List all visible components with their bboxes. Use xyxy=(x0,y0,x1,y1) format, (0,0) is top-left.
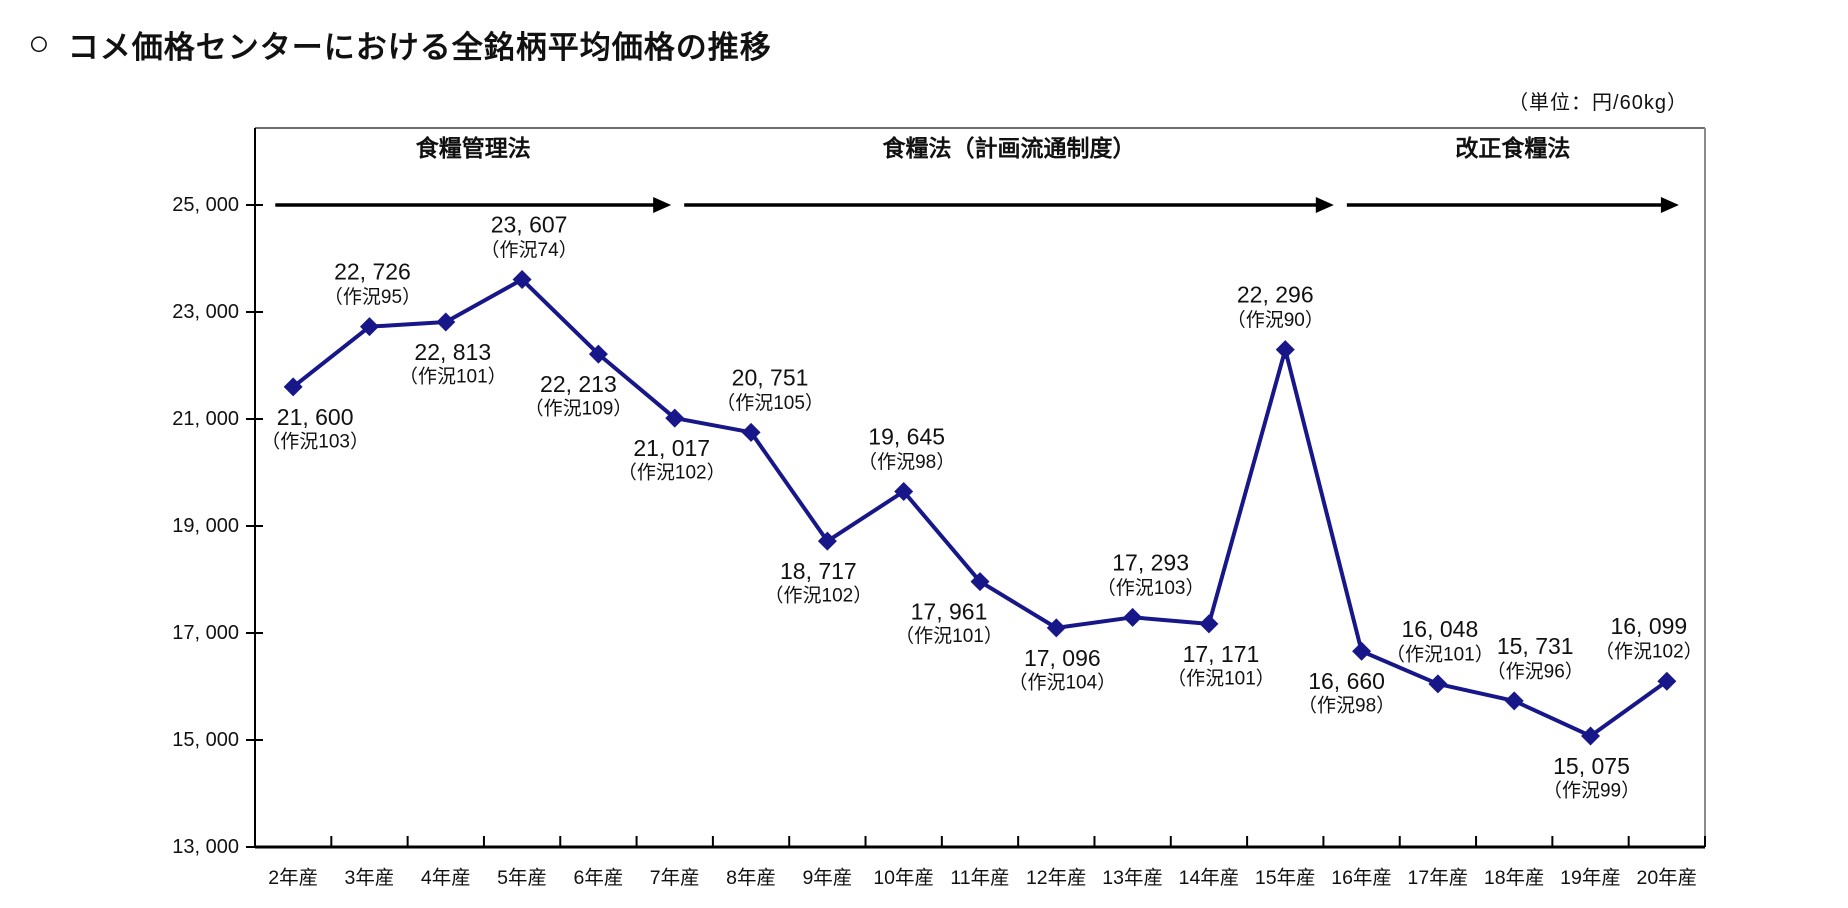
x-category-label: 7年産 xyxy=(650,867,700,889)
data-point-value-label: 22, 213 xyxy=(540,371,617,397)
data-point-sakyo-label: （作況105） xyxy=(716,392,824,414)
x-category-label: 18年産 xyxy=(1484,867,1545,889)
data-point-sakyo-label: （作況101） xyxy=(1167,667,1275,689)
data-point-value-label: 17, 961 xyxy=(911,599,988,625)
data-point-sakyo-label: （作況74） xyxy=(481,239,578,261)
y-tick-label: 13, 000 xyxy=(172,836,239,858)
data-point-value-label: 17, 293 xyxy=(1112,549,1189,575)
data-point-marker xyxy=(665,408,685,428)
data-point-sakyo-label: （作況101） xyxy=(895,625,1003,647)
x-category-label: 15年産 xyxy=(1255,867,1316,889)
data-point-sakyo-label: （作況99） xyxy=(1543,779,1640,801)
data-point-sakyo-label: （作況95） xyxy=(324,286,421,308)
data-point-value-label: 15, 075 xyxy=(1553,753,1630,779)
data-point-value-label: 16, 660 xyxy=(1308,668,1385,694)
data-point-sakyo-label: （作況101） xyxy=(399,366,507,388)
data-point-value-label: 21, 017 xyxy=(633,435,710,461)
price-line xyxy=(291,277,1669,738)
data-point-sakyo-label: （作況90） xyxy=(1227,309,1324,331)
x-category-label: 14年産 xyxy=(1179,867,1240,889)
data-point-sakyo-label: （作況102） xyxy=(618,462,726,484)
data-point-value-label: 22, 296 xyxy=(1237,282,1314,308)
period-arrow-head xyxy=(1660,197,1679,213)
data-point-sakyo-label: （作況103） xyxy=(1097,577,1205,599)
data-point-marker xyxy=(359,317,379,337)
page-header: ○ コメ価格センターにおける全銘柄平均価格の推移 xyxy=(28,22,772,67)
data-point-marker xyxy=(1199,614,1219,634)
y-tick-label: 17, 000 xyxy=(172,622,239,644)
title-circle-marker: ○ xyxy=(28,21,50,63)
data-point-marker xyxy=(817,531,837,551)
data-point-marker xyxy=(1352,641,1372,661)
data-point-value-label: 17, 171 xyxy=(1183,641,1260,667)
data-point-sakyo-label: （作況102） xyxy=(1595,641,1703,663)
y-tick-label: 23, 000 xyxy=(172,301,239,323)
data-point-marker xyxy=(970,572,990,592)
y-tick-label: 19, 000 xyxy=(172,515,239,537)
data-point-value-label: 17, 096 xyxy=(1024,645,1101,671)
data-point-value-label: 22, 813 xyxy=(414,339,491,365)
data-point-value-label: 18, 717 xyxy=(780,558,857,584)
x-category-label: 2年産 xyxy=(268,867,318,889)
data-point-value-label: 20, 751 xyxy=(732,364,809,390)
data-point-value-label: 16, 099 xyxy=(1610,613,1687,639)
data-point-sakyo-label: （作況104） xyxy=(1008,671,1116,693)
x-category-label: 20年産 xyxy=(1636,867,1697,889)
x-category-label: 17年産 xyxy=(1408,867,1469,889)
x-category-label: 5年産 xyxy=(497,867,547,889)
y-tick-label: 15, 000 xyxy=(172,729,239,751)
data-point-marker xyxy=(1657,671,1677,691)
period-label: 食糧管理法 xyxy=(416,135,531,161)
data-point-value-label: 19, 645 xyxy=(868,423,945,449)
x-category-label: 10年産 xyxy=(873,867,934,889)
page-title: コメ価格センターにおける全銘柄平均価格の推移 xyxy=(67,30,772,65)
data-point-value-label: 21, 600 xyxy=(277,404,354,430)
data-point-sakyo-label: （作況103） xyxy=(261,430,369,452)
x-category-label: 3年産 xyxy=(345,867,395,889)
data-point-sakyo-label: （作況101） xyxy=(1386,643,1494,665)
x-category-label: 11年産 xyxy=(950,867,1009,889)
x-category-label: 16年産 xyxy=(1331,867,1392,889)
data-point-value-label: 16, 048 xyxy=(1402,616,1479,642)
data-point-marker xyxy=(1275,340,1295,360)
x-category-label: 8年産 xyxy=(726,867,776,889)
data-point-marker xyxy=(741,422,761,442)
data-point-value-label: 15, 731 xyxy=(1497,633,1574,659)
y-tick-label: 21, 000 xyxy=(172,408,239,430)
data-point-marker xyxy=(436,312,456,332)
data-point-value-label: 22, 726 xyxy=(334,259,411,285)
x-category-label: 19年産 xyxy=(1560,867,1621,889)
data-point-sakyo-label: （作況109） xyxy=(525,398,633,420)
data-point-sakyo-label: （作況102） xyxy=(765,585,873,607)
data-point-marker xyxy=(512,270,532,290)
period-arrow-head xyxy=(1315,197,1334,213)
x-category-label: 4年産 xyxy=(421,867,471,889)
data-point-marker xyxy=(1504,691,1524,711)
data-point-marker xyxy=(283,377,303,397)
data-point-marker xyxy=(894,481,914,501)
data-point-marker xyxy=(1581,726,1601,746)
unit-label: （単位：円/60kg） xyxy=(1508,92,1688,114)
period-label: 食糧法（計画流通制度） xyxy=(883,135,1136,161)
data-point-marker xyxy=(1428,674,1448,694)
period-arrow-head xyxy=(653,197,672,213)
data-point-marker xyxy=(588,344,608,364)
data-point-sakyo-label: （作況96） xyxy=(1487,660,1584,682)
x-category-label: 9年産 xyxy=(802,867,852,889)
y-tick-label: 25, 000 xyxy=(172,194,239,216)
data-point-sakyo-label: （作況98） xyxy=(1298,695,1395,717)
data-point-value-label: 23, 607 xyxy=(491,212,568,238)
data-point-sakyo-label: （作況98） xyxy=(858,451,955,473)
data-point-marker xyxy=(1046,618,1066,638)
x-category-label: 12年産 xyxy=(1026,867,1087,889)
x-category-label: 6年産 xyxy=(573,867,623,889)
x-category-label: 13年産 xyxy=(1102,867,1163,889)
period-label: 改正食糧法 xyxy=(1455,135,1570,161)
data-point-marker xyxy=(1123,607,1143,627)
